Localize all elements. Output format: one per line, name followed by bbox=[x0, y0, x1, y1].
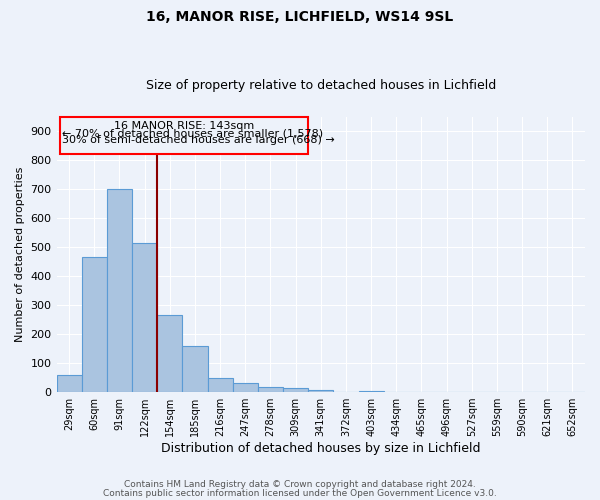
Bar bbox=[258, 387, 283, 392]
Text: Contains HM Land Registry data © Crown copyright and database right 2024.: Contains HM Land Registry data © Crown c… bbox=[124, 480, 476, 489]
FancyBboxPatch shape bbox=[59, 117, 308, 154]
Bar bbox=[233, 382, 258, 392]
Bar bbox=[359, 390, 383, 392]
Bar bbox=[283, 388, 308, 392]
Text: 16, MANOR RISE, LICHFIELD, WS14 9SL: 16, MANOR RISE, LICHFIELD, WS14 9SL bbox=[146, 10, 454, 24]
Bar bbox=[107, 189, 132, 392]
Bar bbox=[132, 243, 157, 392]
X-axis label: Distribution of detached houses by size in Lichfield: Distribution of detached houses by size … bbox=[161, 442, 481, 455]
Title: Size of property relative to detached houses in Lichfield: Size of property relative to detached ho… bbox=[146, 79, 496, 92]
Bar bbox=[82, 258, 107, 392]
Bar bbox=[308, 390, 334, 392]
Text: ← 70% of detached houses are smaller (1,578): ← 70% of detached houses are smaller (1,… bbox=[62, 128, 323, 138]
Bar bbox=[182, 346, 208, 392]
Bar bbox=[208, 378, 233, 392]
Y-axis label: Number of detached properties: Number of detached properties bbox=[15, 166, 25, 342]
Bar bbox=[157, 316, 182, 392]
Text: 30% of semi-detached houses are larger (668) →: 30% of semi-detached houses are larger (… bbox=[62, 135, 335, 145]
Text: 16 MANOR RISE: 143sqm: 16 MANOR RISE: 143sqm bbox=[114, 121, 254, 131]
Bar bbox=[56, 374, 82, 392]
Text: Contains public sector information licensed under the Open Government Licence v3: Contains public sector information licen… bbox=[103, 488, 497, 498]
